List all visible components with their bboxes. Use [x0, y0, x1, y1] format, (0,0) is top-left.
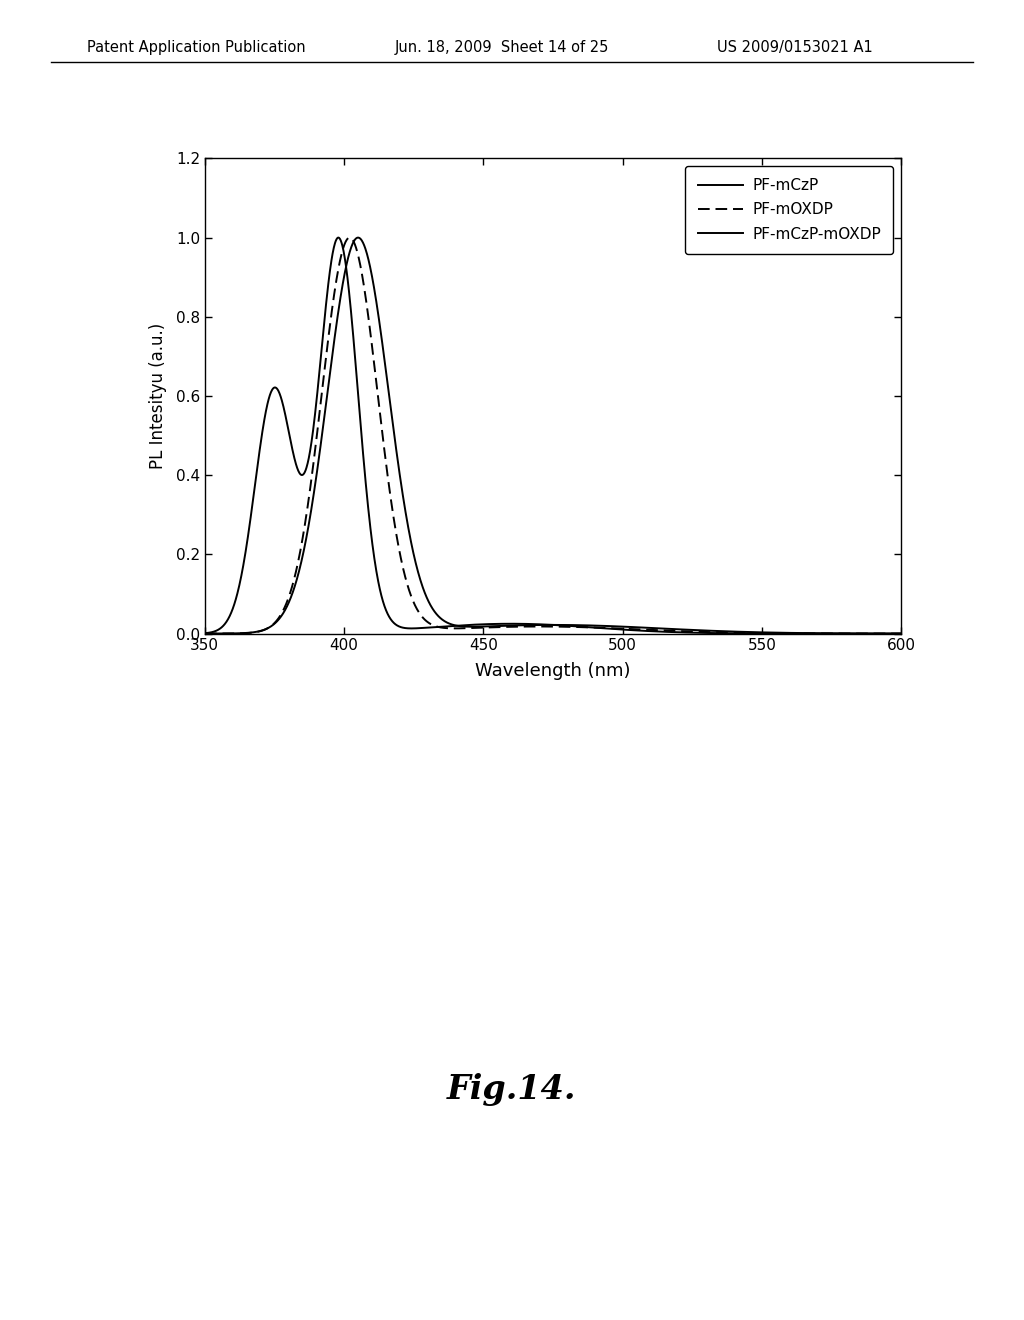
- PF-mCzP-mOXDP: [908, 626, 921, 642]
- PF-mCzP: [199, 626, 211, 642]
- PF-mCzP-mOXDP: [542, 616, 554, 632]
- Text: Fig.14.: Fig.14.: [447, 1072, 577, 1106]
- PF-mCzP-mOXDP: [770, 624, 782, 640]
- Legend: PF-mCzP, PF-mOXDP, PF-mCzP-mOXDP: PF-mCzP, PF-mOXDP, PF-mCzP-mOXDP: [685, 166, 894, 253]
- Line: PF-mOXDP: PF-mOXDP: [205, 238, 914, 634]
- PF-mOXDP: [318, 359, 331, 375]
- PF-mCzP: [499, 616, 511, 632]
- PF-mCzP-mOXDP: [378, 348, 390, 364]
- Y-axis label: PL Intesityu (a.u.): PL Intesityu (a.u.): [150, 323, 167, 469]
- PF-mCzP-mOXDP: [499, 618, 511, 634]
- PF-mCzP: [542, 616, 554, 632]
- Text: US 2009/0153021 A1: US 2009/0153021 A1: [717, 40, 872, 55]
- PF-mCzP-mOXDP: [764, 624, 776, 640]
- PF-mOXDP: [499, 619, 511, 635]
- PF-mOXDP: [908, 626, 921, 642]
- PF-mCzP-mOXDP: [318, 405, 331, 421]
- PF-mCzP: [318, 309, 331, 325]
- PF-mCzP: [333, 230, 345, 246]
- PF-mCzP: [908, 626, 921, 642]
- Line: PF-mCzP: PF-mCzP: [205, 238, 914, 634]
- PF-mCzP-mOXDP: [199, 626, 211, 642]
- PF-mOXDP: [764, 626, 776, 642]
- PF-mCzP: [770, 626, 782, 642]
- Line: PF-mCzP-mOXDP: PF-mCzP-mOXDP: [205, 238, 914, 634]
- PF-mOXDP: [770, 626, 782, 642]
- PF-mCzP: [764, 626, 776, 642]
- PF-mOXDP: [378, 440, 390, 455]
- PF-mOXDP: [344, 230, 356, 246]
- PF-mOXDP: [542, 619, 554, 635]
- PF-mCzP: [378, 597, 390, 612]
- PF-mCzP-mOXDP: [352, 230, 365, 246]
- PF-mOXDP: [199, 626, 211, 642]
- X-axis label: Wavelength (nm): Wavelength (nm): [475, 661, 631, 680]
- Text: Jun. 18, 2009  Sheet 14 of 25: Jun. 18, 2009 Sheet 14 of 25: [394, 40, 608, 55]
- Text: Patent Application Publication: Patent Application Publication: [87, 40, 306, 55]
